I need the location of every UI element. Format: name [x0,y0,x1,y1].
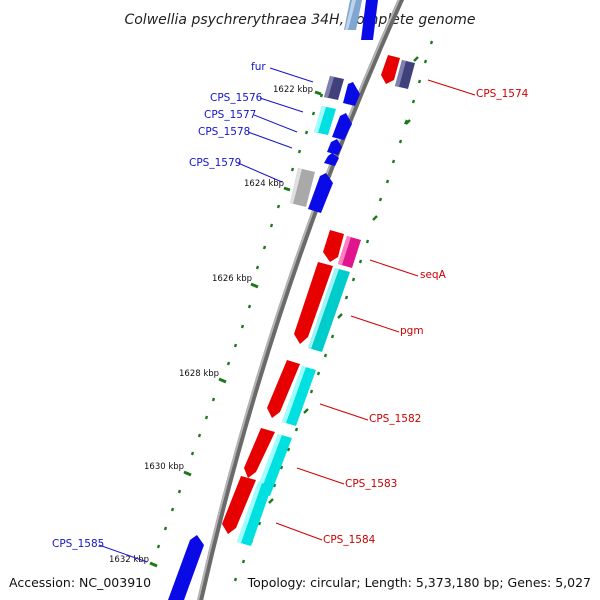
gene-cps1578 [327,139,342,155]
gene-cps1577-arrow [332,113,352,140]
inner-tick-dots [156,93,324,549]
gene-top-partial [344,0,378,40]
gene-label-cps1576: CPS_1576 [210,92,263,104]
gene-label-fur: fur [251,61,266,73]
gene-label-seqa: seqA [420,269,447,281]
gene-label-cps1582: CPS_1582 [369,413,421,425]
gene-cps1578b [324,153,339,166]
gene-cps1579-arrow [308,173,333,213]
kbp-ticks [149,90,322,568]
kbp-labels: 1622 kbp 1624 kbp 1626 kbp 1628 kbp 1630… [109,85,313,565]
kbp-label: 1624 kbp [244,179,284,189]
genome-summary-text: Topology: circular; Length: 5,373,180 bp… [247,575,591,590]
forward-gene-labels: fur CPS_1576 CPS_1577 CPS_1578 CPS_1579 … [52,61,266,550]
gene-feature [361,0,378,40]
gene-label-cps1583: CPS_1583 [345,478,397,490]
gene-label-cps1577: CPS_1577 [204,109,256,121]
gene-cps1576 [343,82,360,106]
kbp-label: 1626 kbp [212,274,252,284]
gene-cps1582-cyan [282,366,316,426]
sequence-backbone [197,0,405,600]
gene-label-cps1579: CPS_1579 [189,157,241,169]
gene-cps1584-cyan [237,482,272,546]
accession-text: Accession: NC_003910 [9,575,151,590]
gene-label-cps1578: CPS_1578 [198,126,250,138]
gene-label-cps1574: CPS_1574 [476,88,529,100]
gene-seqa [323,230,344,262]
gene-cps1583-cyan [256,434,292,496]
forward-strand-genes [168,76,360,600]
kbp-label: 1630 kbp [144,462,184,472]
gene-cps1583 [244,428,275,478]
gene-cps1585 [168,535,204,600]
gene-cps1582 [267,360,300,418]
gene-seqa-magenta [338,236,361,268]
kbp-label: 1622 kbp [273,85,313,95]
gene-pgm-cyan [308,268,350,352]
reverse-strand-genes [222,55,415,546]
kbp-label: 1632 kbp [109,555,149,565]
outer-tick-dots [233,40,434,582]
gene-label-cps1585: CPS_1585 [52,538,104,550]
gene-cps1574 [381,55,400,84]
map-title: Colwellia psychrerythraea 34H, complete … [124,12,475,28]
leader-lines [98,67,476,563]
gene-pgm [294,262,333,344]
kbp-label: 1628 kbp [179,369,219,379]
gene-label-cps1584: CPS_1584 [323,534,376,546]
gene-label-pgm: pgm [400,325,424,337]
gene-cps1584 [222,476,256,534]
reverse-gene-labels: CPS_1574 seqA pgm CPS_1582 CPS_1583 CPS_… [323,88,529,546]
